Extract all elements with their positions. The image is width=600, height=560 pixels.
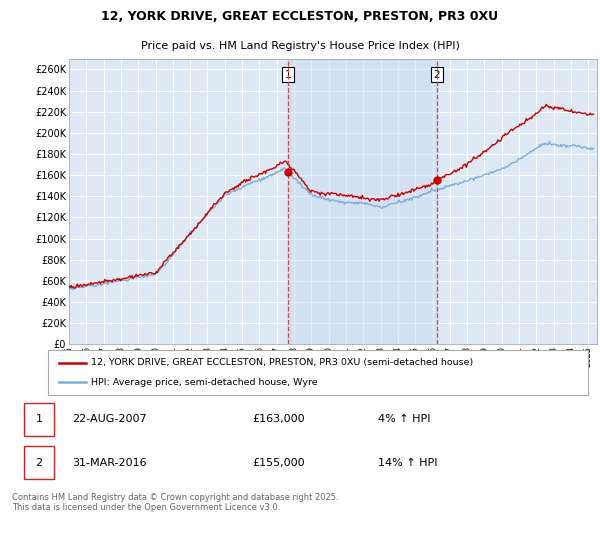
Text: 1: 1 (284, 69, 291, 80)
Text: 1: 1 (35, 414, 43, 424)
Text: £155,000: £155,000 (252, 458, 305, 468)
FancyBboxPatch shape (24, 403, 54, 436)
Text: 4% ↑ HPI: 4% ↑ HPI (378, 414, 431, 424)
Text: 14% ↑ HPI: 14% ↑ HPI (378, 458, 437, 468)
Text: 2: 2 (434, 69, 440, 80)
FancyBboxPatch shape (24, 446, 54, 479)
Bar (288, 59, 437, 344)
Text: 12, YORK DRIVE, GREAT ECCLESTON, PRESTON, PR3 0XU: 12, YORK DRIVE, GREAT ECCLESTON, PRESTON… (101, 10, 499, 23)
Text: Price paid vs. HM Land Registry's House Price Index (HPI): Price paid vs. HM Land Registry's House … (140, 41, 460, 51)
Text: 12, YORK DRIVE, GREAT ECCLESTON, PRESTON, PR3 0XU (semi-detached house): 12, YORK DRIVE, GREAT ECCLESTON, PRESTON… (91, 358, 473, 367)
Text: 2: 2 (35, 458, 43, 468)
Text: HPI: Average price, semi-detached house, Wyre: HPI: Average price, semi-detached house,… (91, 378, 318, 387)
Text: 22-AUG-2007: 22-AUG-2007 (72, 414, 146, 424)
Text: Contains HM Land Registry data © Crown copyright and database right 2025.
This d: Contains HM Land Registry data © Crown c… (12, 493, 338, 512)
Text: 31-MAR-2016: 31-MAR-2016 (72, 458, 146, 468)
Text: £163,000: £163,000 (252, 414, 305, 424)
